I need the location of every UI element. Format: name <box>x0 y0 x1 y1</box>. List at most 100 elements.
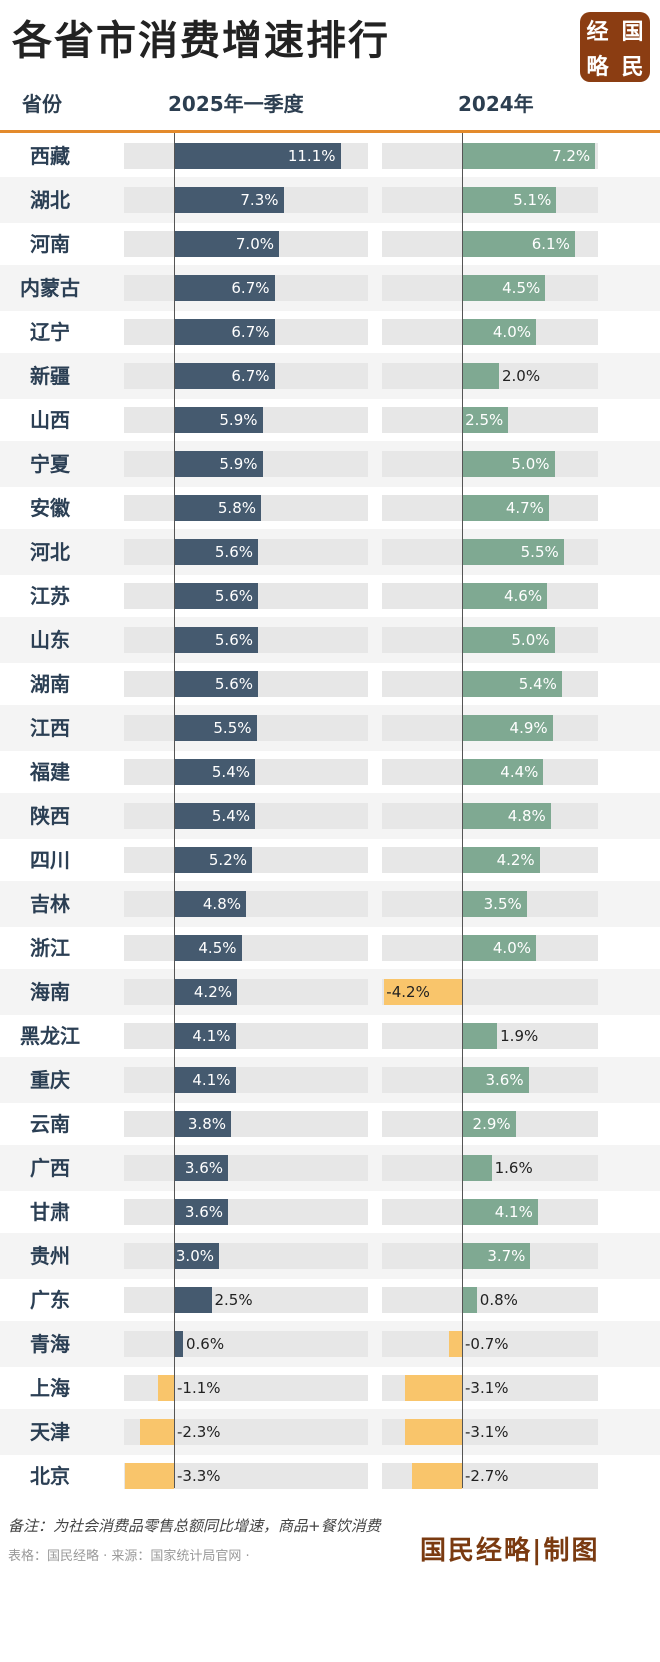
header-2024: 2024年 <box>458 92 534 116</box>
value-2025q1-label: 5.9% <box>219 411 258 429</box>
table-row: 重庆 4.1% 3.6% <box>0 1057 660 1103</box>
province-label: 宁夏 <box>30 452 70 476</box>
value-2025q1-bar <box>174 847 252 873</box>
value-2024-label: -2.7% <box>465 1467 509 1485</box>
table-row: 湖南 5.6% 5.4% <box>0 661 660 707</box>
value-2024-label: 4.1% <box>494 1203 533 1221</box>
value-2024-bar <box>462 583 548 609</box>
table-row: 青海 0.6% -0.7% <box>0 1321 660 1367</box>
value-2025q1-bar <box>174 1331 183 1357</box>
value-2024-label: 5.0% <box>511 455 550 473</box>
value-2025q1-label: -2.3% <box>177 1423 221 1441</box>
value-2024-track <box>382 1331 598 1357</box>
value-2025q1-label: 5.4% <box>211 807 250 825</box>
value-2024-bar <box>462 187 557 213</box>
header-2025q1: 2025年一季度 <box>168 92 304 116</box>
zero-axis-2025q1 <box>174 133 175 1488</box>
value-2024-bar <box>462 715 553 741</box>
value-2025q1-label: -3.3% <box>177 1467 221 1485</box>
value-2024-bar <box>449 1331 462 1357</box>
value-2024-label: 4.4% <box>500 763 539 781</box>
value-2024-bar <box>384 979 462 1005</box>
value-2025q1-label: 6.7% <box>231 323 270 341</box>
value-2025q1-bar <box>174 363 275 389</box>
header-divider <box>0 130 660 133</box>
value-2025q1-track <box>124 1155 368 1181</box>
table-row: 广西 3.6% 1.6% <box>0 1145 660 1191</box>
value-2024-label: 4.7% <box>505 499 544 517</box>
province-label: 河南 <box>30 232 70 256</box>
footnote: 备注：为社会消费品零售总额同比增速，商品+餐饮消费 <box>8 1517 381 1535</box>
table-row: 甘肃 3.6% 4.1% <box>0 1189 660 1235</box>
province-label: 山东 <box>30 628 70 652</box>
value-2025q1-bar <box>174 1199 228 1225</box>
value-2025q1-track <box>124 1287 368 1313</box>
value-2024-bar <box>404 1419 462 1445</box>
value-2025q1-label: 5.5% <box>213 719 252 737</box>
table-row: 天津 -2.3% -3.1% <box>0 1409 660 1455</box>
value-2025q1-bar <box>174 1243 219 1269</box>
table-row: 宁夏 5.9% 5.0% <box>0 441 660 487</box>
table-row: 河北 5.6% 5.5% <box>0 529 660 575</box>
value-2025q1-track <box>124 979 368 1005</box>
value-2025q1-bar <box>174 1155 228 1181</box>
value-2024-track <box>382 1287 598 1313</box>
value-2024-bar <box>412 1463 462 1489</box>
province-label: 陕西 <box>30 804 70 828</box>
province-label: 安徽 <box>30 496 70 520</box>
province-label: 浙江 <box>30 936 70 960</box>
value-2024-bar <box>462 1023 498 1049</box>
value-2025q1-bar <box>174 495 261 521</box>
value-2025q1-label: 6.7% <box>231 367 270 385</box>
province-label: 上海 <box>30 1376 70 1400</box>
value-2025q1-label: 7.3% <box>240 191 279 209</box>
value-2024-bar <box>462 495 549 521</box>
value-2025q1-bar <box>174 671 258 697</box>
value-2024-bar <box>462 803 551 829</box>
province-label: 吉林 <box>30 892 70 916</box>
value-2024-bar <box>462 1067 529 1093</box>
source-line: 表格：国民经略 · 来源：国家统计局官网 · <box>8 1549 250 1564</box>
zero-axis-2024 <box>462 133 463 1488</box>
value-2024-label: 1.6% <box>494 1159 533 1177</box>
table-row: 吉林 4.8% 3.5% <box>0 881 660 927</box>
value-2024-label: 4.8% <box>507 807 546 825</box>
province-label: 福建 <box>30 760 70 784</box>
value-2025q1-label: 11.1% <box>287 147 336 165</box>
value-2025q1-label: 6.7% <box>231 279 270 297</box>
value-2024-label: 2.0% <box>502 367 541 385</box>
value-2025q1-track <box>124 1067 368 1093</box>
value-2024-label: 3.6% <box>485 1071 524 1089</box>
value-2025q1-track <box>124 1111 368 1137</box>
value-2024-label: -0.7% <box>465 1335 509 1353</box>
table-row: 河南 7.0% 6.1% <box>0 221 660 267</box>
table-row: 海南 4.2% -4.2% <box>0 969 660 1015</box>
value-2025q1-bar <box>174 803 255 829</box>
value-2025q1-track <box>124 891 368 917</box>
province-label: 江西 <box>30 716 70 740</box>
value-2025q1-label: 4.5% <box>198 939 237 957</box>
value-2025q1-bar <box>174 275 275 301</box>
value-2024-label: 4.0% <box>492 323 531 341</box>
province-label: 黑龙江 <box>20 1024 80 1048</box>
value-2025q1-bar <box>174 319 275 345</box>
value-2025q1-bar <box>174 1287 212 1313</box>
value-2024-label: 5.4% <box>518 675 557 693</box>
value-2024-label: 7.2% <box>552 147 591 165</box>
value-2024-bar <box>462 231 575 257</box>
value-2024-bar <box>462 1287 477 1313</box>
logo-char-2: 国 <box>621 18 644 45</box>
value-2025q1-bar <box>174 1111 231 1137</box>
value-2025q1-label: 5.9% <box>219 455 258 473</box>
value-2025q1-label: 5.6% <box>214 543 253 561</box>
value-2025q1-label: 5.2% <box>208 851 247 869</box>
value-2024-label: 5.5% <box>520 543 559 561</box>
province-label: 四川 <box>30 848 70 872</box>
province-label: 青海 <box>30 1332 70 1356</box>
value-2025q1-label: 7.0% <box>235 235 274 253</box>
value-2025q1-bar <box>174 891 246 917</box>
value-2024-bar <box>462 891 527 917</box>
value-2024-bar <box>404 1375 462 1401</box>
province-label: 西藏 <box>30 144 70 168</box>
value-2024-label: 4.5% <box>502 279 541 297</box>
